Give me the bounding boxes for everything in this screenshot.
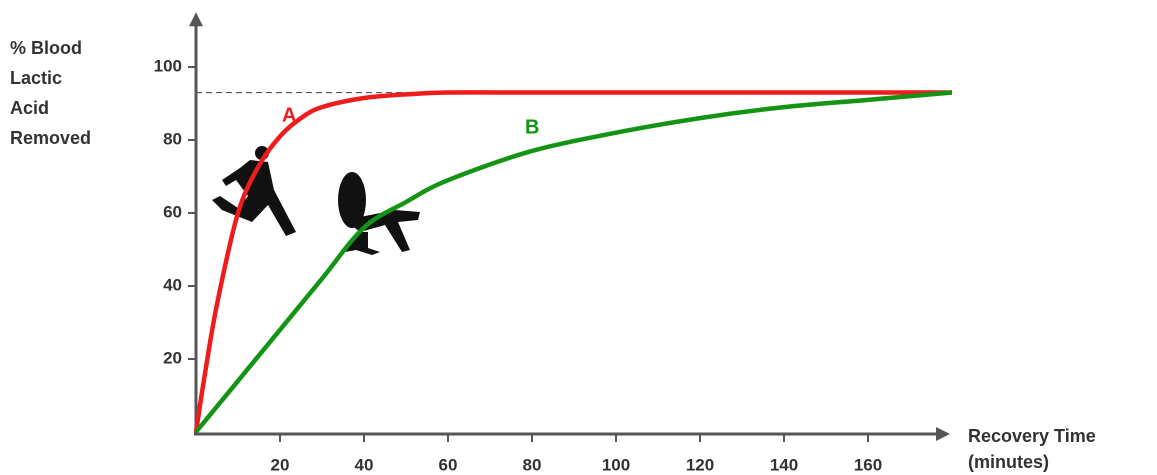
x-tick-label: 60 bbox=[439, 455, 458, 474]
x-axis-label: (minutes) bbox=[968, 452, 1049, 472]
y-tick-label: 60 bbox=[163, 202, 182, 221]
x-axis-arrow bbox=[936, 427, 950, 441]
chart: 20 40 60 80 100 20 40 60 80 100 120 140 160 % Blood La… bbox=[0, 0, 1157, 475]
series-label: B bbox=[525, 116, 539, 138]
y-tick-label: 100 bbox=[154, 56, 182, 75]
series-line bbox=[196, 93, 952, 432]
y-axis-arrow bbox=[189, 12, 203, 26]
x-tick-label: 140 bbox=[770, 455, 798, 474]
x-axis-label: Recovery Time bbox=[968, 426, 1096, 446]
runner-silhouette bbox=[212, 146, 296, 236]
x-tick-label: 20 bbox=[271, 455, 290, 474]
y-tick-label: 20 bbox=[163, 348, 182, 367]
y-axis-label: % Blood bbox=[10, 38, 82, 58]
y-axis-label: Acid bbox=[10, 98, 49, 118]
x-tick-label: 100 bbox=[602, 455, 630, 474]
y-tick-label: 40 bbox=[163, 275, 182, 294]
x-tick-label: 40 bbox=[355, 455, 374, 474]
y-axis-label: Removed bbox=[10, 128, 91, 148]
series-line bbox=[196, 92, 952, 432]
x-tick-label: 160 bbox=[854, 455, 882, 474]
x-tick-label: 80 bbox=[523, 455, 542, 474]
y-tick-label: 80 bbox=[163, 129, 182, 148]
series-label: A bbox=[282, 104, 296, 126]
x-tick-label: 120 bbox=[686, 455, 714, 474]
y-axis-label: Lactic bbox=[10, 68, 62, 88]
